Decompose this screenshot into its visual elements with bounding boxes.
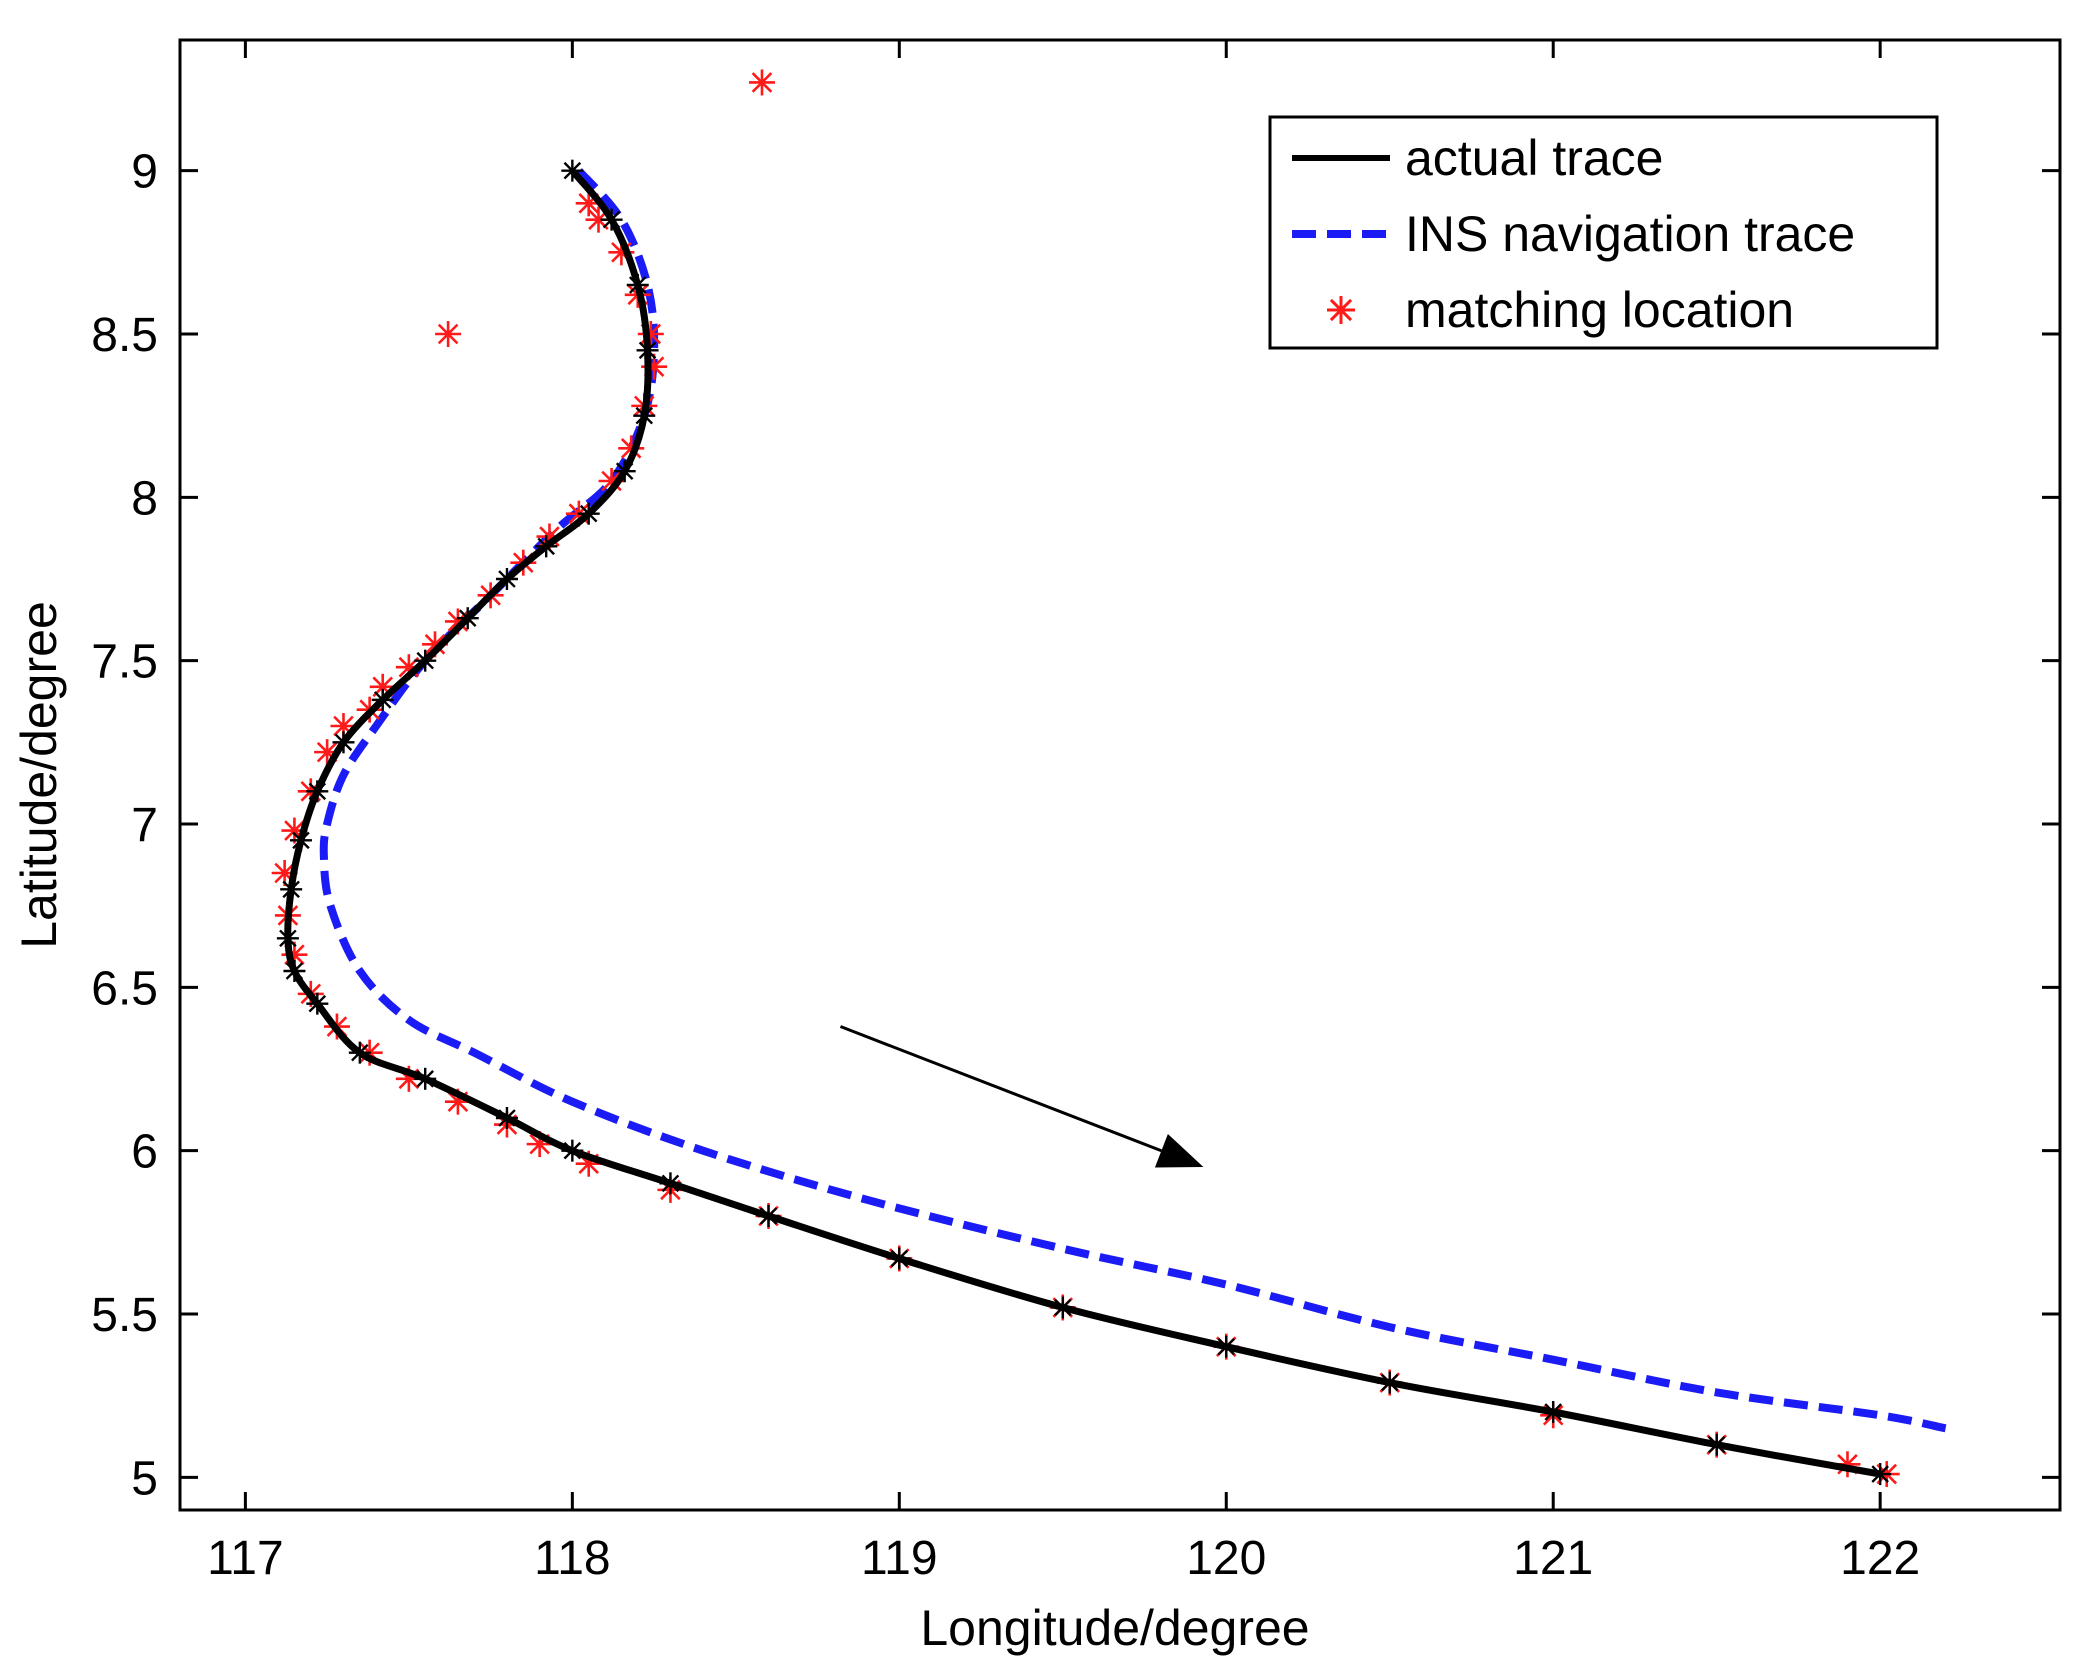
- x-tick-label: 117: [207, 1532, 284, 1585]
- direction-arrow: [839, 1025, 1204, 1168]
- actual-trace-marker: [577, 502, 600, 525]
- direction-arrow-shaft: [839, 1025, 1162, 1153]
- actual-trace-marker: [613, 460, 636, 483]
- x-tick-label: 121: [1513, 1532, 1593, 1585]
- direction-arrow-head: [1154, 1134, 1204, 1168]
- actual-trace-marker: [600, 208, 623, 231]
- y-tick-label: 9: [131, 146, 158, 199]
- legend-label-matching-location: matching location: [1405, 282, 1794, 338]
- actual-trace-marker: [495, 568, 518, 590]
- actual-trace-marker: [306, 780, 329, 803]
- actual-trace-marker: [280, 878, 303, 901]
- actual-trace-marker: [633, 404, 656, 427]
- x-tick-label: 119: [861, 1532, 938, 1585]
- actual-trace-marker: [757, 1205, 780, 1227]
- y-tick-label: 8.5: [91, 309, 158, 362]
- actual-trace-marker: [561, 159, 584, 182]
- actual-trace-marker: [414, 649, 437, 672]
- matching-location-point: [435, 321, 462, 347]
- actual-trace-marker: [659, 1172, 682, 1195]
- actual-trace-marker: [456, 607, 479, 630]
- legend: actual trace INS navigation trace matchi…: [1268, 115, 1939, 350]
- actual-trace-marker: [1869, 1463, 1892, 1486]
- legend-label-ins-trace: INS navigation trace: [1405, 206, 1855, 262]
- y-tick-label: 5.5: [91, 1289, 158, 1342]
- x-tick-label: 120: [1186, 1532, 1266, 1585]
- legend-star-marker: [1327, 296, 1355, 324]
- annotation-layer: [839, 1025, 1204, 1168]
- y-axis-label: Latitude/degree: [11, 601, 67, 949]
- legend-swatch-matching-location: [1327, 296, 1355, 324]
- x-axis-label: Longitude/degree: [920, 1600, 1309, 1656]
- matching-location-point: [748, 69, 775, 96]
- actual-trace-marker: [888, 1247, 911, 1270]
- actual-trace-marker: [414, 1067, 437, 1090]
- actual-trace-marker: [348, 1041, 371, 1064]
- series-layer: [271, 69, 1947, 1488]
- y-tick-label: 5: [131, 1452, 158, 1505]
- x-tick-label: 122: [1840, 1532, 1920, 1585]
- actual-trace-marker: [636, 339, 659, 362]
- actual-trace-marker: [1705, 1433, 1728, 1456]
- actual-trace-marker: [1378, 1371, 1401, 1394]
- actual-trace-marker: [1051, 1296, 1074, 1319]
- y-tick-label: 8: [131, 472, 158, 525]
- actual-trace-marker: [276, 927, 299, 950]
- y-tick-label: 6.5: [91, 962, 158, 1015]
- actual-trace-marker: [535, 535, 558, 558]
- actual-trace-marker: [626, 274, 649, 296]
- actual-trace-marker: [332, 731, 355, 754]
- actual-trace-marker: [283, 960, 306, 982]
- actual-trace-marker: [306, 992, 329, 1015]
- x-tick-label: 118: [534, 1532, 611, 1585]
- actual-trace-marker: [495, 1107, 518, 1129]
- y-tick-label: 7: [131, 799, 158, 852]
- y-tick-label: 7.5: [91, 636, 158, 689]
- x-axis-ticks: 117 118 119 120 121 122: [207, 40, 1920, 1585]
- actual-trace-marker: [289, 829, 312, 852]
- y-axis-ticks: 5 5.5 6 6.5 7 7.5 8 8.5 9: [91, 146, 2060, 1505]
- legend-label-actual-trace: actual trace: [1405, 130, 1663, 186]
- y-tick-label: 6: [131, 1126, 158, 1179]
- actual-trace-marker: [1215, 1335, 1238, 1358]
- actual-trace-marker: [1542, 1401, 1565, 1423]
- actual-trace-marker: [561, 1139, 584, 1162]
- actual-trace-marker: [371, 688, 394, 711]
